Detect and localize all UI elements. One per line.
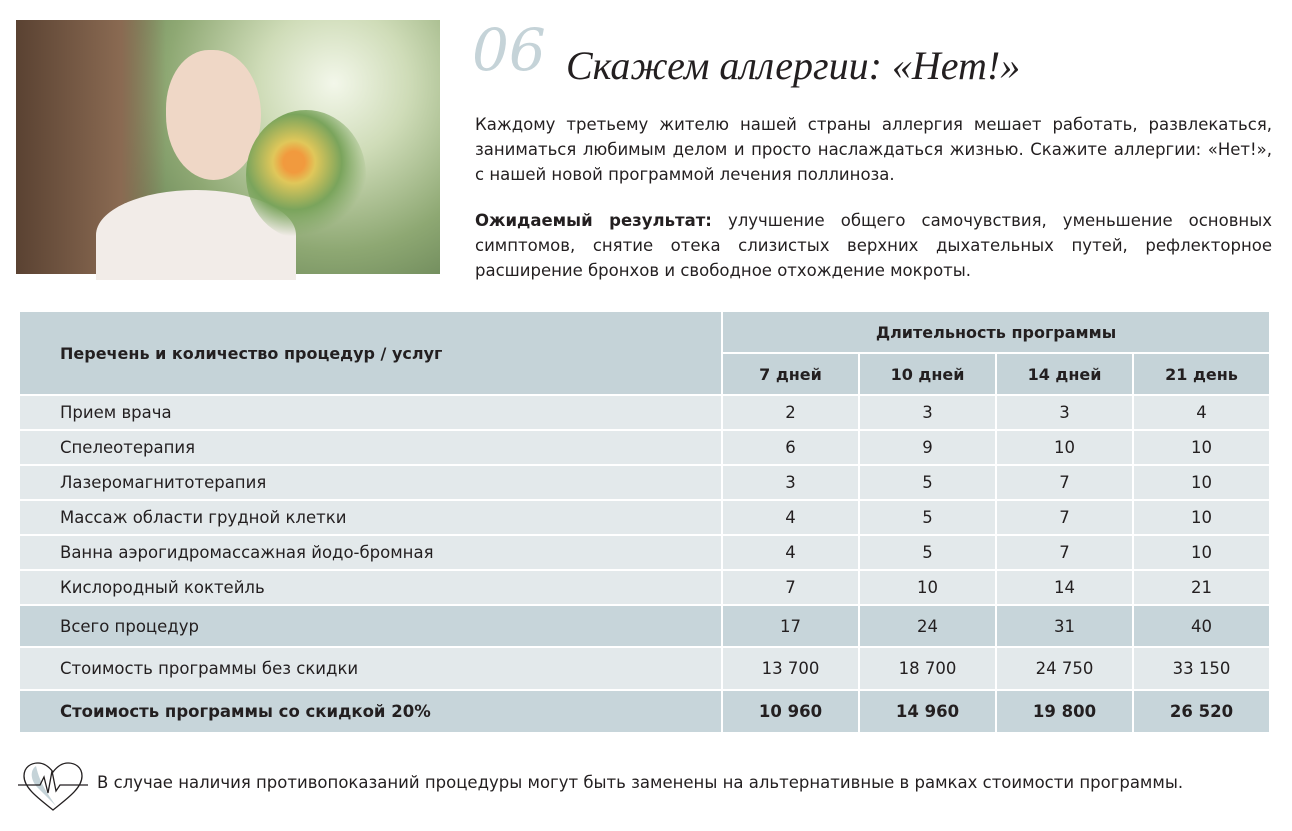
row-label: Спелеотерапия (18, 429, 723, 466)
row-label: Стоимость программы со скидкой 20% (18, 689, 723, 734)
row-value: 7 (721, 569, 860, 606)
expected-result: Ожидаемый результат: улучшение общего са… (475, 208, 1272, 283)
total-row: Всего процедур 17 24 31 40 (18, 604, 1271, 648)
row-value: 3 (858, 394, 997, 431)
intro-text: Каждому третьему жителю нашей страны алл… (475, 115, 1272, 184)
row-value: 10 (1132, 464, 1271, 501)
result-label: Ожидаемый результат: (475, 211, 712, 230)
row-label: Ванна аэрогидромассажная йодо-бромная (18, 534, 723, 571)
row-value: 40 (1132, 604, 1271, 648)
row-value: 33 150 (1132, 646, 1271, 691)
row-value: 17 (721, 604, 860, 648)
page-title: Скажем аллергии: «Нет!» (566, 43, 1021, 88)
row-value: 10 (1132, 499, 1271, 536)
duration-0: 7 дней (721, 352, 860, 396)
row-value: 26 520 (1132, 689, 1271, 734)
cost-row: Стоимость программы без скидки 13 700 18 7… (18, 646, 1271, 691)
row-value: 18 700 (858, 646, 997, 691)
row-value: 4 (721, 534, 860, 571)
row-value: 10 (1132, 534, 1271, 571)
row-value: 19 800 (995, 689, 1134, 734)
row-value: 3 (721, 464, 860, 501)
row-value: 6 (721, 429, 860, 466)
row-label: Всего процедур (18, 604, 723, 648)
row-value: 24 (858, 604, 997, 648)
duration-header: Длительность программы (721, 310, 1271, 354)
table-row: Кислородный коктейль 7 10 14 21 (18, 569, 1271, 606)
row-value: 9 (858, 429, 997, 466)
row-value: 10 (995, 429, 1134, 466)
row-value: 7 (995, 464, 1134, 501)
table-row: Массаж области грудной клетки 4 5 7 10 (18, 499, 1271, 536)
table-row: Спелеотерапия 6 9 10 10 (18, 429, 1271, 466)
row-value: 31 (995, 604, 1134, 648)
section-number: 06 (472, 16, 546, 84)
row-value: 13 700 (721, 646, 860, 691)
result-text: улучшение общего самочувствия, уменьшени… (475, 211, 1272, 280)
row-value: 5 (858, 464, 997, 501)
row-value: 4 (721, 499, 860, 536)
row-label: Кислородный коктейль (18, 569, 723, 606)
row-value: 5 (858, 534, 997, 571)
row-value: 7 (995, 534, 1134, 571)
row-value: 14 960 (858, 689, 997, 734)
row-value: 10 960 (721, 689, 860, 734)
row-label: Лазеромагнитотерапия (18, 464, 723, 501)
table-row: Ванна аэрогидромассажная йодо-бромная 4 5 7… (18, 534, 1271, 571)
row-value: 10 (1132, 429, 1271, 466)
table-row: Прием врача 2 3 3 4 (18, 394, 1271, 431)
row-value: 3 (995, 394, 1134, 431)
program-table: Перечень и количество процедур / услуг Дл… (18, 310, 1271, 734)
duration-3: 21 день (1132, 352, 1271, 396)
duration-1: 10 дней (858, 352, 997, 396)
row-value: 10 (858, 569, 997, 606)
row-label: Прием врача (18, 394, 723, 431)
row-value: 14 (995, 569, 1134, 606)
procedures-header: Перечень и количество процедур / услуг (18, 310, 723, 396)
row-label: Стоимость программы без скидки (18, 646, 723, 691)
duration-2: 14 дней (995, 352, 1134, 396)
row-value: 5 (858, 499, 997, 536)
row-label: Массаж области грудной клетки (18, 499, 723, 536)
heart-pulse-icon (18, 762, 88, 811)
row-value: 21 (1132, 569, 1271, 606)
row-value: 7 (995, 499, 1134, 536)
row-value: 24 750 (995, 646, 1134, 691)
table-row: Лазеромагнитотерапия 3 5 7 10 (18, 464, 1271, 501)
woman-with-flowers-photo (16, 20, 440, 280)
row-value: 4 (1132, 394, 1271, 431)
footer-note: В случае наличия противопоказаний процед… (97, 773, 1184, 792)
row-value: 2 (721, 394, 860, 431)
discount-row: Стоимость программы со скидкой 20% 10 960… (18, 689, 1271, 734)
